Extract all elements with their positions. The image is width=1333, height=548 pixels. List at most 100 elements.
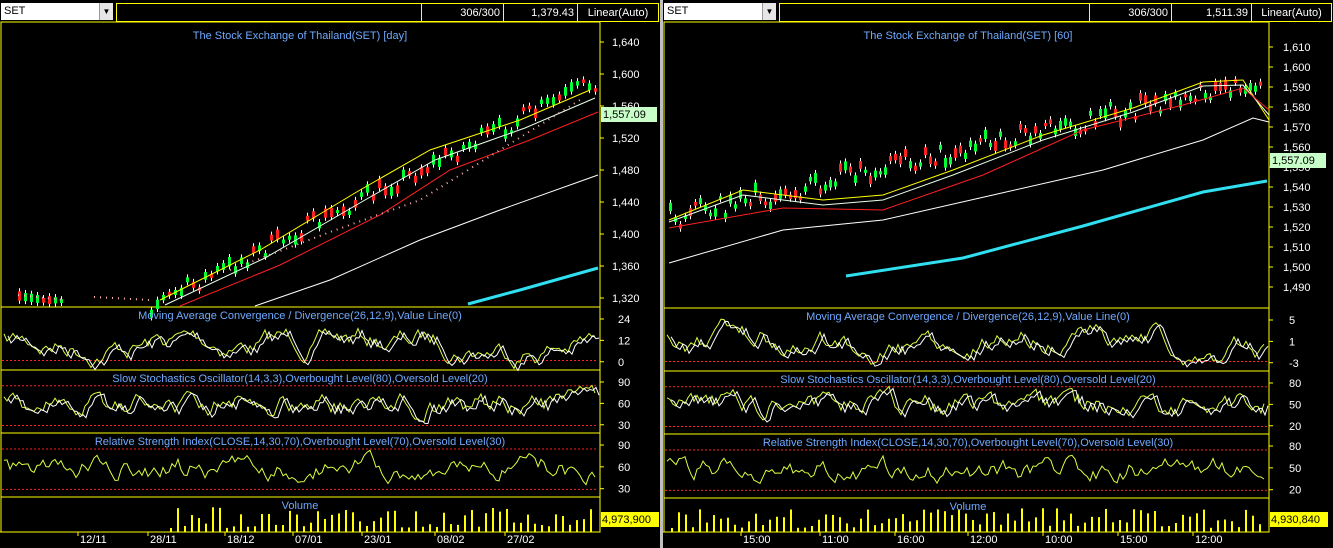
candle xyxy=(42,297,45,303)
indicator-tick-label: 30 xyxy=(618,420,630,432)
volume-bar xyxy=(972,519,974,532)
candle xyxy=(402,169,405,178)
volume-bar xyxy=(1056,508,1058,532)
candle xyxy=(1074,128,1077,137)
volume-bar xyxy=(1126,522,1128,532)
volume-bar xyxy=(1133,509,1135,532)
scale-mode[interactable]: Linear(Auto) xyxy=(577,4,658,21)
candle xyxy=(360,192,363,197)
chevron-down-icon[interactable]: ▼ xyxy=(99,3,113,20)
scale-mode[interactable]: Linear(Auto) xyxy=(1251,4,1331,21)
candle xyxy=(1214,81,1217,91)
price-tick-label: 1,480 xyxy=(612,165,640,177)
volume-bar xyxy=(727,517,729,532)
ma-long-line xyxy=(179,111,599,307)
candle xyxy=(1254,85,1257,92)
indicator-tick-label: 80 xyxy=(1289,378,1301,390)
volume-bar xyxy=(562,516,564,532)
candle xyxy=(1059,120,1062,130)
candle xyxy=(156,299,159,310)
volume-bar xyxy=(692,527,694,532)
candle xyxy=(1014,141,1017,146)
chart-canvas-right[interactable]: The Stock Exchange of Thailand(SET) [60]… xyxy=(663,0,1333,548)
indicator-tick-label: 60 xyxy=(618,462,630,474)
candle xyxy=(789,194,792,199)
volume-bar xyxy=(450,524,452,532)
pane-border xyxy=(0,21,601,308)
volume-bar xyxy=(541,525,543,532)
volume-bar xyxy=(1091,516,1093,532)
candle xyxy=(258,245,261,252)
volume-bar xyxy=(1231,521,1233,532)
volume-bar xyxy=(853,527,855,532)
candle xyxy=(504,129,507,139)
candle xyxy=(576,81,579,86)
candle xyxy=(228,257,231,267)
candle xyxy=(1184,94,1187,98)
volume-bar xyxy=(1098,517,1100,532)
candle xyxy=(774,193,777,202)
volume-bar xyxy=(699,509,701,532)
volume-bar xyxy=(485,513,487,532)
volume-bar xyxy=(818,519,820,532)
volume-bar xyxy=(1028,521,1030,532)
indicator-tick-label: 20 xyxy=(1289,421,1301,433)
candle xyxy=(979,138,982,142)
symbol-select-left[interactable]: SET ▼ xyxy=(1,3,113,20)
volume-bar xyxy=(1238,527,1240,532)
candle xyxy=(1064,118,1067,126)
candle xyxy=(1129,102,1132,109)
indicator-tick-label: 30 xyxy=(618,484,630,496)
candle xyxy=(994,141,997,151)
volume-bar xyxy=(1196,513,1198,532)
volume-bar xyxy=(797,527,799,532)
candle xyxy=(384,186,387,196)
symbol-select-right[interactable]: SET ▼ xyxy=(664,3,776,20)
candle xyxy=(1069,121,1072,127)
panel-divider[interactable] xyxy=(660,0,663,548)
volume-bar xyxy=(1161,526,1163,532)
candle xyxy=(849,166,852,173)
time-tick-label: 23/01 xyxy=(364,534,392,546)
volume-bar xyxy=(888,518,890,532)
candle xyxy=(1209,96,1212,101)
volume-bar xyxy=(944,511,946,532)
candle xyxy=(1234,79,1237,84)
volume-bar xyxy=(177,508,179,532)
volume-bar xyxy=(895,518,897,532)
volume-bar xyxy=(310,522,312,532)
price-tick-label: 1,610 xyxy=(1283,42,1311,54)
candle xyxy=(288,235,291,240)
volume-bar xyxy=(401,527,403,532)
candle xyxy=(824,184,827,191)
volume-bar xyxy=(1203,509,1205,532)
chart-panel-right: SET ▼ 306/300 1,511.39 Linear(Auto) The … xyxy=(663,0,1333,548)
candle xyxy=(859,161,862,169)
candle xyxy=(582,79,585,83)
candle xyxy=(874,170,877,178)
candle xyxy=(969,140,972,148)
volume-bar xyxy=(499,511,501,532)
candle xyxy=(564,87,567,96)
stoch-signal-line xyxy=(670,387,1269,423)
volume-bar xyxy=(1042,508,1044,532)
chart-canvas-left[interactable]: The Stock Exchange of Thailand(SET) [day… xyxy=(0,0,660,548)
candle xyxy=(839,163,842,172)
candle xyxy=(899,155,902,165)
volume-bar xyxy=(1035,517,1037,532)
indicator-tick-label: 12 xyxy=(618,335,630,347)
time-tick-label: 15:00 xyxy=(743,534,771,546)
candle xyxy=(222,263,225,270)
candle xyxy=(984,129,987,140)
volume-bar xyxy=(825,514,827,532)
candle xyxy=(959,145,962,154)
rsi-line xyxy=(3,449,596,486)
indicator-tick-label: 50 xyxy=(1289,463,1301,475)
candle xyxy=(180,287,183,296)
volume-bar xyxy=(741,527,743,532)
rsi-title: Relative Strength Index(CLOSE,14,30,70),… xyxy=(95,436,505,448)
chart-title: The Stock Exchange of Thailand(SET) [day… xyxy=(193,30,407,42)
chevron-down-icon[interactable]: ▼ xyxy=(762,3,776,20)
volume-bar xyxy=(422,526,424,532)
volume-bar xyxy=(359,521,361,532)
